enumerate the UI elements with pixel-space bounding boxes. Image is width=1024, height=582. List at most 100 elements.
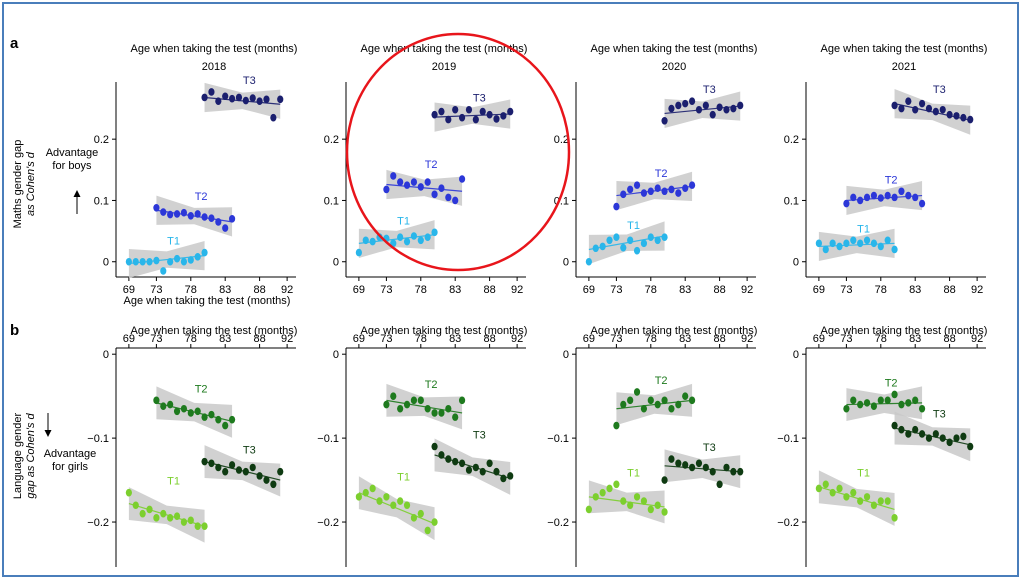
data-point-T2: [167, 210, 174, 219]
data-point-T2: [431, 190, 438, 199]
y-tick-label: 0: [793, 257, 799, 269]
data-point-T3: [263, 95, 270, 104]
data-point-T1: [417, 509, 424, 518]
series-T3: T3: [661, 84, 744, 129]
x-tick-label: 88: [713, 333, 725, 345]
data-point-T1: [884, 497, 891, 505]
axis-title-b-2018: Age when taking the test (months): [131, 325, 298, 337]
series-label-T3: T3: [473, 93, 486, 105]
x-tick-label: 88: [713, 284, 725, 296]
data-point-T3: [458, 113, 466, 122]
x-tick-label: 78: [645, 333, 657, 345]
series-label-T1: T1: [167, 236, 180, 248]
series-label-T3: T3: [933, 409, 946, 421]
data-point-T1: [167, 514, 174, 522]
data-point-T1: [815, 239, 822, 248]
data-point-T2: [918, 404, 926, 413]
x-tick-label: 73: [840, 333, 852, 345]
data-point-T3: [723, 463, 730, 472]
panel-a-ylabel-line2: as Cohen's d: [25, 151, 37, 216]
series-T1: T1: [815, 223, 898, 262]
data-point-T3: [277, 95, 284, 104]
x-tick-label: 78: [875, 284, 887, 296]
x-tick-label: 83: [449, 284, 461, 296]
data-point-T2: [160, 208, 167, 216]
data-point-T2: [912, 396, 919, 405]
series-T3: T3: [661, 442, 744, 489]
data-point-T3: [730, 467, 737, 476]
data-point-T2: [208, 410, 215, 419]
data-point-T2: [424, 404, 431, 413]
data-point-T3: [465, 105, 473, 114]
data-point-T2: [877, 194, 884, 202]
data-point-T1: [146, 257, 153, 266]
data-point-T3: [668, 455, 675, 463]
data-point-T3: [939, 434, 946, 442]
axis-title-b-2021: Age when taking the test (months): [821, 325, 988, 337]
panel-b-advantage-line2: for girls: [52, 461, 89, 473]
data-point-T3: [688, 463, 696, 472]
panel-a-bottom-axis-title: Age when taking the test (months): [124, 295, 291, 307]
data-point-T2: [201, 413, 208, 421]
data-point-T1: [877, 242, 884, 251]
x-tick-label: 88: [253, 284, 265, 296]
data-point-T1: [585, 257, 592, 266]
data-point-T2: [431, 409, 438, 417]
series-label-T3: T3: [473, 430, 486, 442]
data-point-T3: [661, 116, 668, 125]
data-point-T2: [918, 199, 926, 208]
data-point-T3: [500, 474, 507, 483]
data-point-T2: [884, 191, 891, 200]
series-label-T3: T3: [243, 75, 256, 87]
fit-line-T1: [358, 492, 435, 525]
data-point-T3: [709, 110, 716, 119]
series-T1: T1: [125, 476, 208, 543]
data-point-T3: [661, 476, 668, 484]
data-point-T2: [187, 211, 194, 220]
x-tick-label: 78: [645, 284, 657, 296]
data-point-T3: [960, 113, 967, 122]
data-point-T1: [180, 518, 188, 526]
data-point-T3: [668, 104, 675, 113]
x-tick-label: 69: [813, 284, 825, 296]
data-point-T3: [222, 92, 229, 101]
data-point-T2: [850, 193, 857, 202]
data-point-T1: [891, 245, 898, 254]
data-point-T3: [493, 115, 500, 123]
data-point-T2: [410, 178, 418, 186]
data-point-T1: [613, 233, 620, 242]
data-point-T2: [863, 399, 871, 407]
data-point-T2: [633, 181, 641, 189]
data-point-T3: [946, 110, 953, 119]
x-tick-label: 78: [875, 333, 887, 345]
data-point-T1: [863, 236, 871, 245]
data-point-T2: [228, 415, 236, 424]
data-point-T3: [688, 97, 696, 105]
x-tick-label: 73: [380, 284, 392, 296]
x-tick-label: 83: [909, 284, 921, 296]
data-point-T1: [153, 514, 160, 522]
panel-a-advantage-line2: for boys: [52, 160, 92, 172]
data-point-T2: [843, 404, 850, 413]
data-point-T2: [228, 215, 236, 223]
data-point-T2: [424, 178, 431, 186]
data-point-T3: [709, 467, 716, 476]
data-point-T3: [208, 459, 215, 468]
data-point-T2: [661, 396, 668, 405]
x-tick-label: 92: [511, 333, 523, 345]
y-tick-label: 0: [563, 349, 569, 361]
data-point-T3: [695, 459, 703, 468]
data-point-T3: [493, 467, 500, 476]
data-point-T2: [194, 210, 201, 218]
data-point-T2: [627, 185, 634, 194]
x-tick-label: 88: [483, 333, 495, 345]
data-point-T2: [870, 191, 878, 200]
data-point-T2: [891, 390, 898, 399]
data-point-T2: [640, 404, 648, 413]
data-point-T3: [256, 97, 263, 105]
data-point-T3: [507, 472, 514, 480]
data-point-T3: [465, 466, 473, 474]
data-point-T3: [967, 115, 974, 124]
data-point-T1: [139, 509, 146, 518]
data-point-T2: [194, 407, 201, 416]
